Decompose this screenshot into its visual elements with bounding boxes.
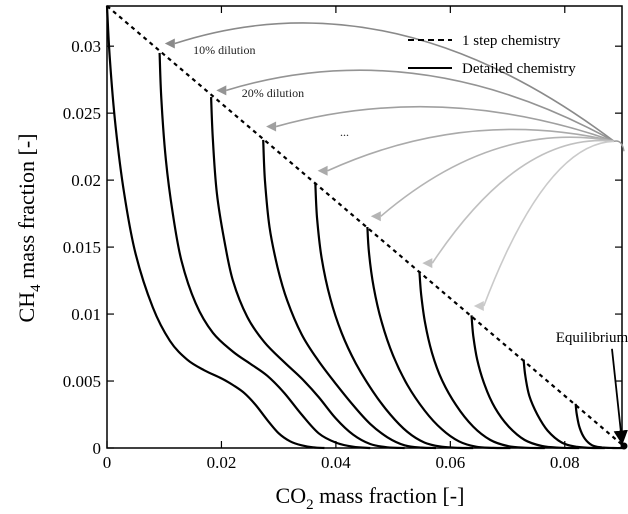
dilution-arrow-0 [174, 22, 615, 142]
series-detailed-chemistry-5 [314, 182, 474, 450]
series-1-step-chemistry [106, 5, 627, 449]
y-axis-title-sub: 4 [28, 284, 44, 292]
y-tick-label: 0.01 [71, 305, 101, 324]
y-tick-label: 0.015 [63, 238, 101, 257]
annotation-ellipsis: ... [340, 125, 349, 139]
y-axis-title: CH4 mass fraction [-] [14, 134, 44, 323]
x-tick-label: 0.06 [435, 453, 465, 472]
equilibrium-label: Equilibrium [556, 330, 628, 346]
equilibrium-arrow [611, 348, 628, 445]
series-layer [105, 5, 627, 450]
y-tick-label: 0 [93, 439, 102, 458]
dilution-arrowhead-0 [164, 38, 175, 49]
dilution-arrowhead-2 [266, 121, 277, 132]
dilution-arrow-4 [380, 136, 615, 217]
dilution-arrow-3 [327, 128, 615, 172]
series-detailed-chemistry-8 [470, 315, 580, 450]
x-axis-title-main: CO [276, 483, 307, 508]
dilution-arrowhead-3 [317, 165, 328, 176]
series-detailed-chemistry-4 [262, 139, 437, 450]
y-tick-label: 0.03 [71, 37, 101, 56]
dilution-arrowhead-4 [370, 211, 381, 222]
dilution-arrow-1 [226, 69, 615, 142]
series-detailed-chemistry-7 [418, 271, 545, 450]
annotation-20-dilution: 20% dilution [242, 86, 304, 100]
legend-label-detailed: Detailed chemistry [462, 61, 576, 77]
annotation-10-dilution: 10% dilution [193, 43, 255, 57]
series-detailed-chemistry-3 [210, 97, 405, 450]
x-axis-title: CO2 mass fraction [-] [276, 483, 465, 513]
dilution-arrowhead-6 [473, 301, 484, 312]
y-tick-label: 0.025 [63, 104, 101, 123]
legend-label-1-step: 1 step chemistry [462, 33, 561, 49]
y-tick-label: 0.02 [71, 171, 101, 190]
y-axis-title-main: CH [14, 292, 39, 323]
y-tick-label: 0.005 [63, 372, 101, 391]
axis-ticks: 0 0.02 0.04 0.06 0.08 0 0.005 0.01 0.015 0.02 0.02… [63, 6, 622, 472]
dilution-arrow-5 [431, 139, 615, 264]
series-detailed-chemistry-9 [522, 359, 605, 450]
dilution-arrowhead-1 [216, 85, 227, 96]
y-axis-title-rest: mass fraction [-] [14, 134, 39, 285]
x-tick-label: 0 [103, 453, 112, 472]
x-tick-label: 0.02 [207, 453, 237, 472]
hub-hook [613, 140, 625, 152]
dilution-arrow-6 [483, 140, 615, 307]
series-detailed-chemistry-10 [574, 403, 625, 450]
dilution-arrows [164, 22, 625, 312]
series-detailed-chemistry-2 [158, 52, 371, 450]
legend: 1 step chemistry Detailed chemistry [408, 33, 576, 77]
x-axis-title-sub: 2 [306, 497, 314, 513]
x-tick-label: 0.04 [321, 453, 351, 472]
x-axis-title-rest: mass fraction [-] [314, 483, 465, 508]
series-detailed-chemistry-6 [366, 226, 511, 450]
dilution-arrowhead-5 [422, 258, 433, 269]
equilibrium-point [620, 442, 628, 450]
series-detailed-chemistry-1 [105, 5, 325, 450]
x-tick-label: 0.08 [550, 453, 580, 472]
dilution-arrow-2 [275, 105, 615, 143]
